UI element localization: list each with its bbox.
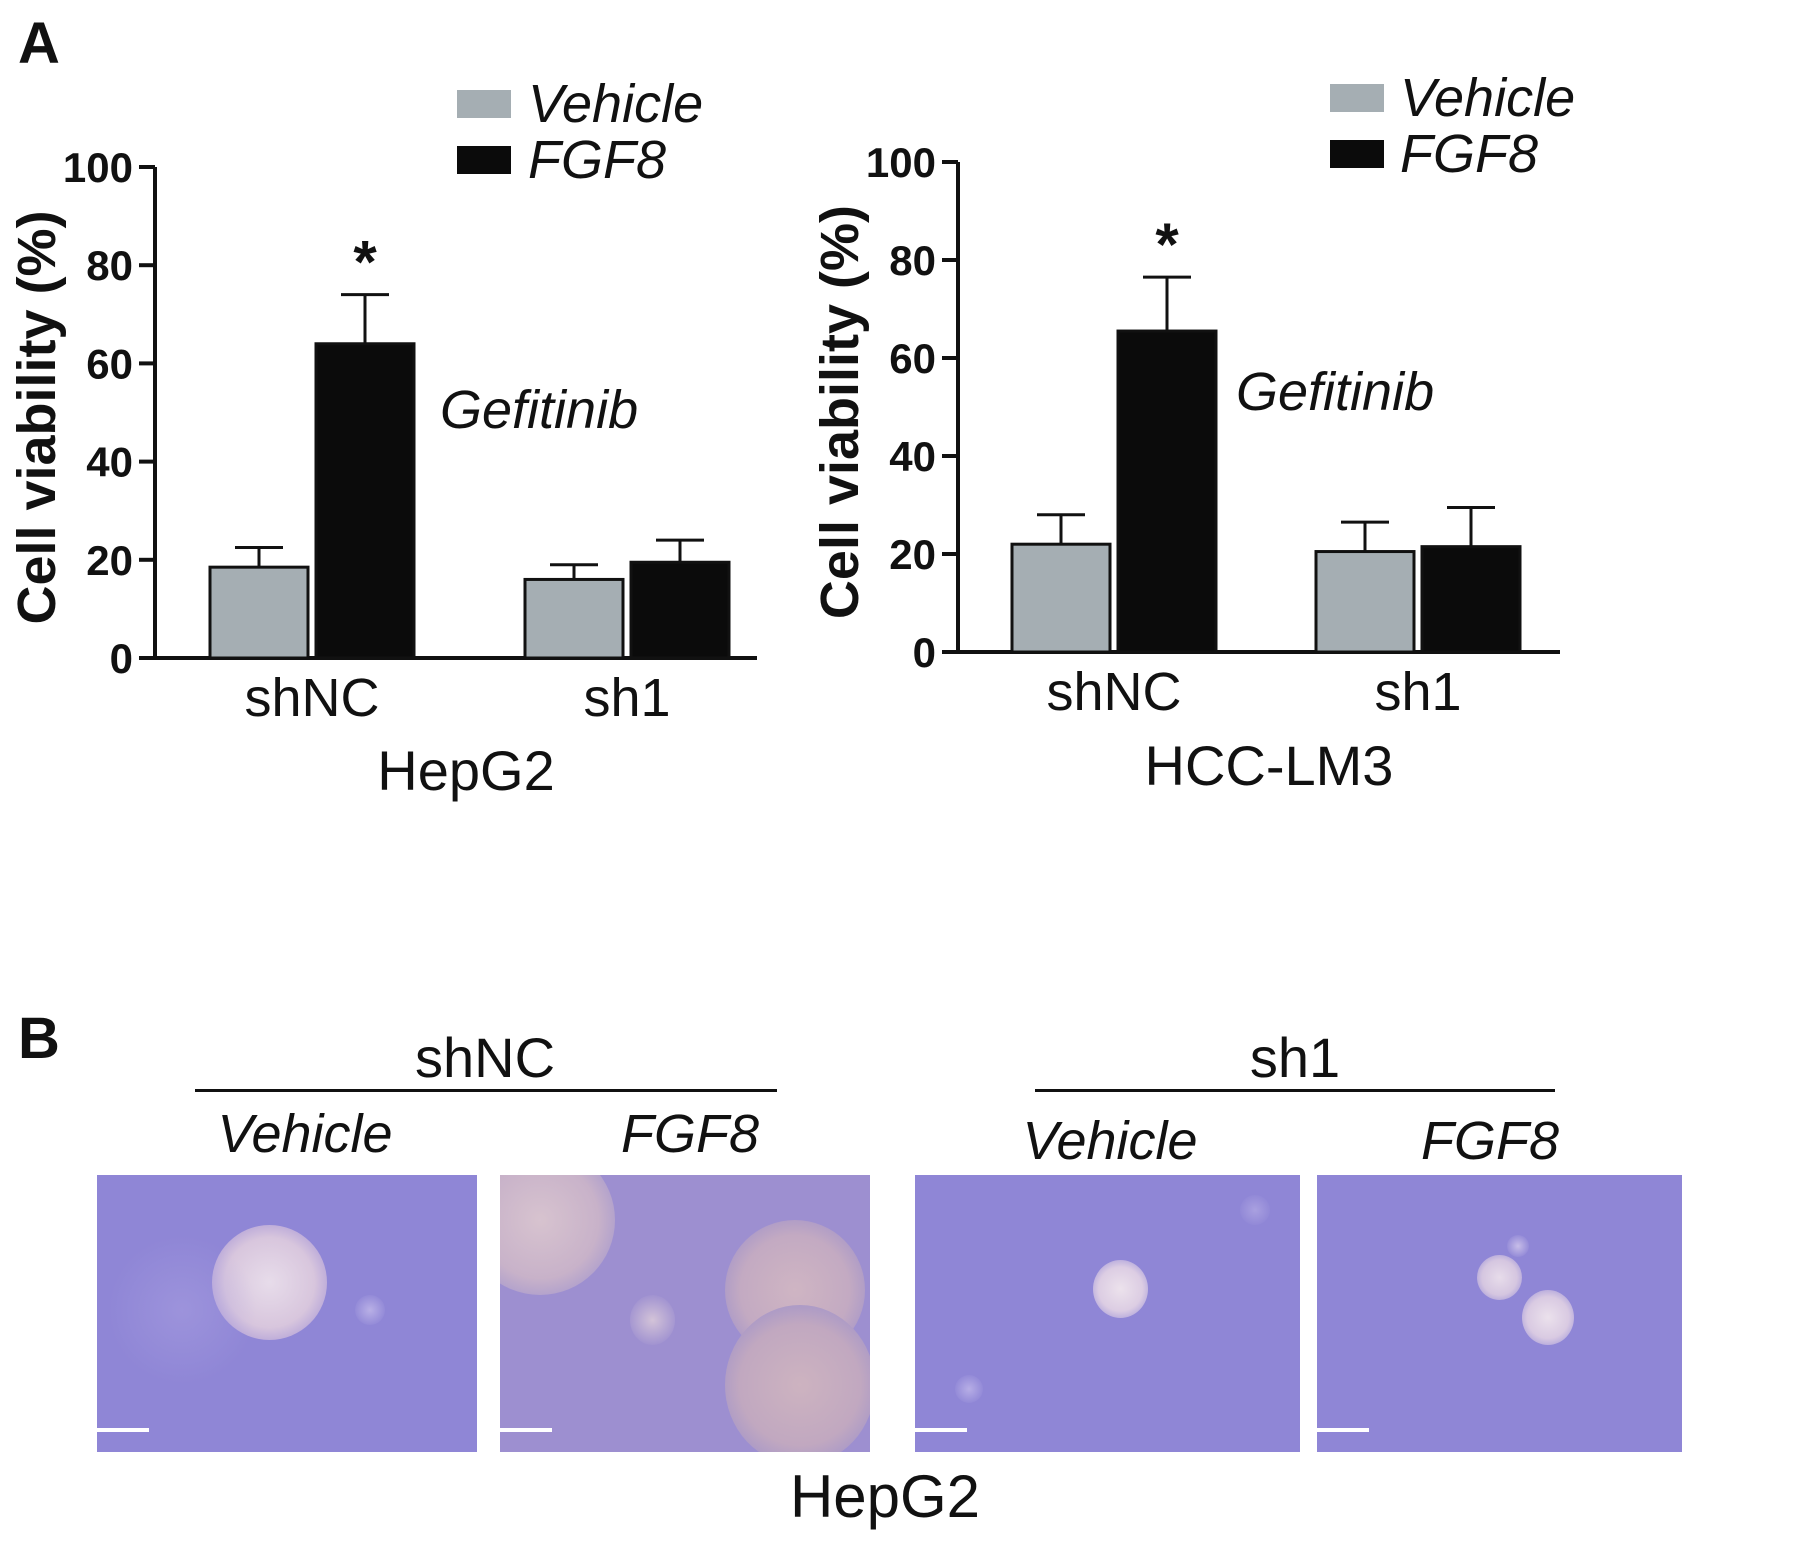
y-tick-label: 0	[110, 635, 133, 682]
legend-swatch-fgf8	[1330, 140, 1384, 168]
y-tick-label: 20	[889, 531, 936, 578]
y-tick-label: 40	[86, 439, 133, 486]
legend-label-fgf8: FGF8	[528, 130, 666, 190]
condition-label-shnc-fgf8: FGF8	[620, 1104, 759, 1164]
bar-fgf8-sh1	[629, 560, 731, 660]
bar-vehicle-shnc	[208, 565, 310, 660]
scale-bar	[97, 1428, 149, 1432]
legend-label-vehicle: Vehicle	[1400, 68, 1575, 128]
y-tick-label: 40	[889, 433, 936, 480]
micrograph-shnc-vehicle	[97, 1175, 477, 1452]
legend-swatch-vehicle	[1330, 84, 1384, 112]
group-header-sh1: sh1	[1249, 1026, 1341, 1089]
x-tick-label: shNC	[244, 668, 379, 728]
bar-fgf8-shnc	[1116, 329, 1218, 654]
y-axis-label: Cell viability (%)	[810, 205, 870, 619]
group-header-shnc: shNC	[414, 1026, 556, 1089]
bar-fgf8-sh1	[1420, 545, 1522, 654]
condition-label-shnc-vehicle: Vehicle	[217, 1104, 393, 1164]
bar-vehicle-sh1	[1314, 550, 1416, 654]
bar-chart-hcc-lm3: 0 20 40 60 80 100 Cell viability (%) shNC sh1 * Ge…	[810, 68, 1575, 797]
micrograph-sh1-fgf8	[1317, 1175, 1682, 1452]
significance-asterisk: *	[353, 229, 377, 296]
panel-label-b: B	[18, 1006, 60, 1071]
y-tick-label: 80	[86, 242, 133, 289]
group-rule-sh1	[1035, 1089, 1555, 1092]
legend-label-fgf8: FGF8	[1400, 124, 1538, 184]
x-axis-label: HepG2	[377, 739, 554, 802]
y-tick-label: 20	[86, 537, 133, 584]
bar-vehicle-sh1	[523, 577, 625, 660]
legend-label-vehicle: Vehicle	[528, 74, 703, 134]
y-tick-label: 60	[86, 340, 133, 387]
y-tick-label: 80	[889, 237, 936, 284]
treatment-annotation: Gefitinib	[1236, 362, 1434, 422]
x-axis-label: HCC-LM3	[1145, 734, 1394, 797]
y-tick-label: 100	[63, 144, 133, 191]
condition-label-sh1-vehicle: Vehicle	[1022, 1111, 1198, 1171]
scale-bar	[915, 1428, 967, 1432]
scale-bar	[1317, 1428, 1369, 1432]
y-axis-label: Cell viability (%)	[7, 210, 67, 624]
y-tick-label: 60	[889, 335, 936, 382]
micrograph-shnc-fgf8	[500, 1175, 870, 1452]
significance-asterisk: *	[1155, 211, 1179, 278]
bar-chart-hepg2: 0 20 40 60 80 100 Cell viability (%) shNC sh1 * Ge…	[7, 74, 757, 802]
group-rule-shnc	[195, 1089, 777, 1092]
bar-vehicle-shnc	[1010, 542, 1112, 654]
x-tick-label: sh1	[583, 668, 670, 728]
scale-bar	[500, 1428, 552, 1432]
x-tick-label: sh1	[1374, 662, 1461, 722]
y-tick-label: 100	[866, 139, 936, 186]
legend-swatch-vehicle	[457, 90, 511, 118]
treatment-annotation: Gefitinib	[440, 380, 638, 440]
panel-label-a: A	[18, 11, 60, 76]
bar-fgf8-shnc	[314, 342, 416, 660]
condition-label-sh1-fgf8: FGF8	[1420, 1111, 1559, 1171]
x-tick-label: shNC	[1046, 662, 1181, 722]
legend-swatch-fgf8	[457, 146, 511, 174]
micrograph-sh1-vehicle	[915, 1175, 1300, 1452]
panel-b-caption: HepG2	[789, 1463, 981, 1530]
y-tick-label: 0	[913, 629, 936, 676]
